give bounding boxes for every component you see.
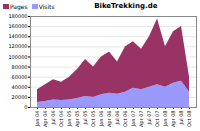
svg-text:40000: 40000 xyxy=(12,84,28,90)
svg-text:Oct 06: Oct 06 xyxy=(122,111,128,128)
svg-text:Jul 05: Jul 05 xyxy=(82,111,88,126)
html-text:Visits: Visits xyxy=(38,2,55,10)
svg-text:0: 0 xyxy=(24,104,27,110)
svg-text:180000: 180000 xyxy=(8,13,27,19)
svg-text:Oct 08: Oct 08 xyxy=(186,111,192,128)
svg-text:Apr 05: Apr 05 xyxy=(74,111,81,128)
svg-text:Jan 05: Jan 05 xyxy=(66,111,72,128)
svg-text:Jul 08: Jul 08 xyxy=(178,111,184,126)
svg-text:120000: 120000 xyxy=(8,43,27,49)
svg-text:Apr 08: Apr 08 xyxy=(170,111,177,128)
svg-text:Oct 05: Oct 05 xyxy=(90,111,96,128)
svg-text:Oct 04: Oct 04 xyxy=(58,111,64,128)
svg-text:Jan 06: Jan 06 xyxy=(98,111,104,128)
html-text:Pages: Pages xyxy=(10,2,28,10)
svg-text:60000: 60000 xyxy=(12,74,28,80)
svg-text:Jul 06: Jul 06 xyxy=(114,111,120,126)
svg-text:Jan 08: Jan 08 xyxy=(162,111,168,128)
svg-text:80000: 80000 xyxy=(12,64,28,70)
svg-text:Oct 07: Oct 07 xyxy=(154,111,160,128)
html-text:BikeTrekking.de: BikeTrekking.de xyxy=(94,2,158,10)
svg-text:Apr 07: Apr 07 xyxy=(138,111,145,128)
svg-text:100000: 100000 xyxy=(8,54,27,60)
svg-text:160000: 160000 xyxy=(8,23,27,29)
svg-text:Apr 04: Apr 04 xyxy=(42,111,49,128)
svg-text:20000: 20000 xyxy=(12,94,28,100)
svg-text:Jan 04: Jan 04 xyxy=(34,111,40,128)
svg-text:Apr 06: Apr 06 xyxy=(106,111,113,128)
svg-text:Jul 07: Jul 07 xyxy=(146,111,152,126)
svg-text:140000: 140000 xyxy=(8,33,27,39)
svg-text:Jan 07: Jan 07 xyxy=(130,111,136,128)
svg-text:Jul 04: Jul 04 xyxy=(50,111,56,126)
